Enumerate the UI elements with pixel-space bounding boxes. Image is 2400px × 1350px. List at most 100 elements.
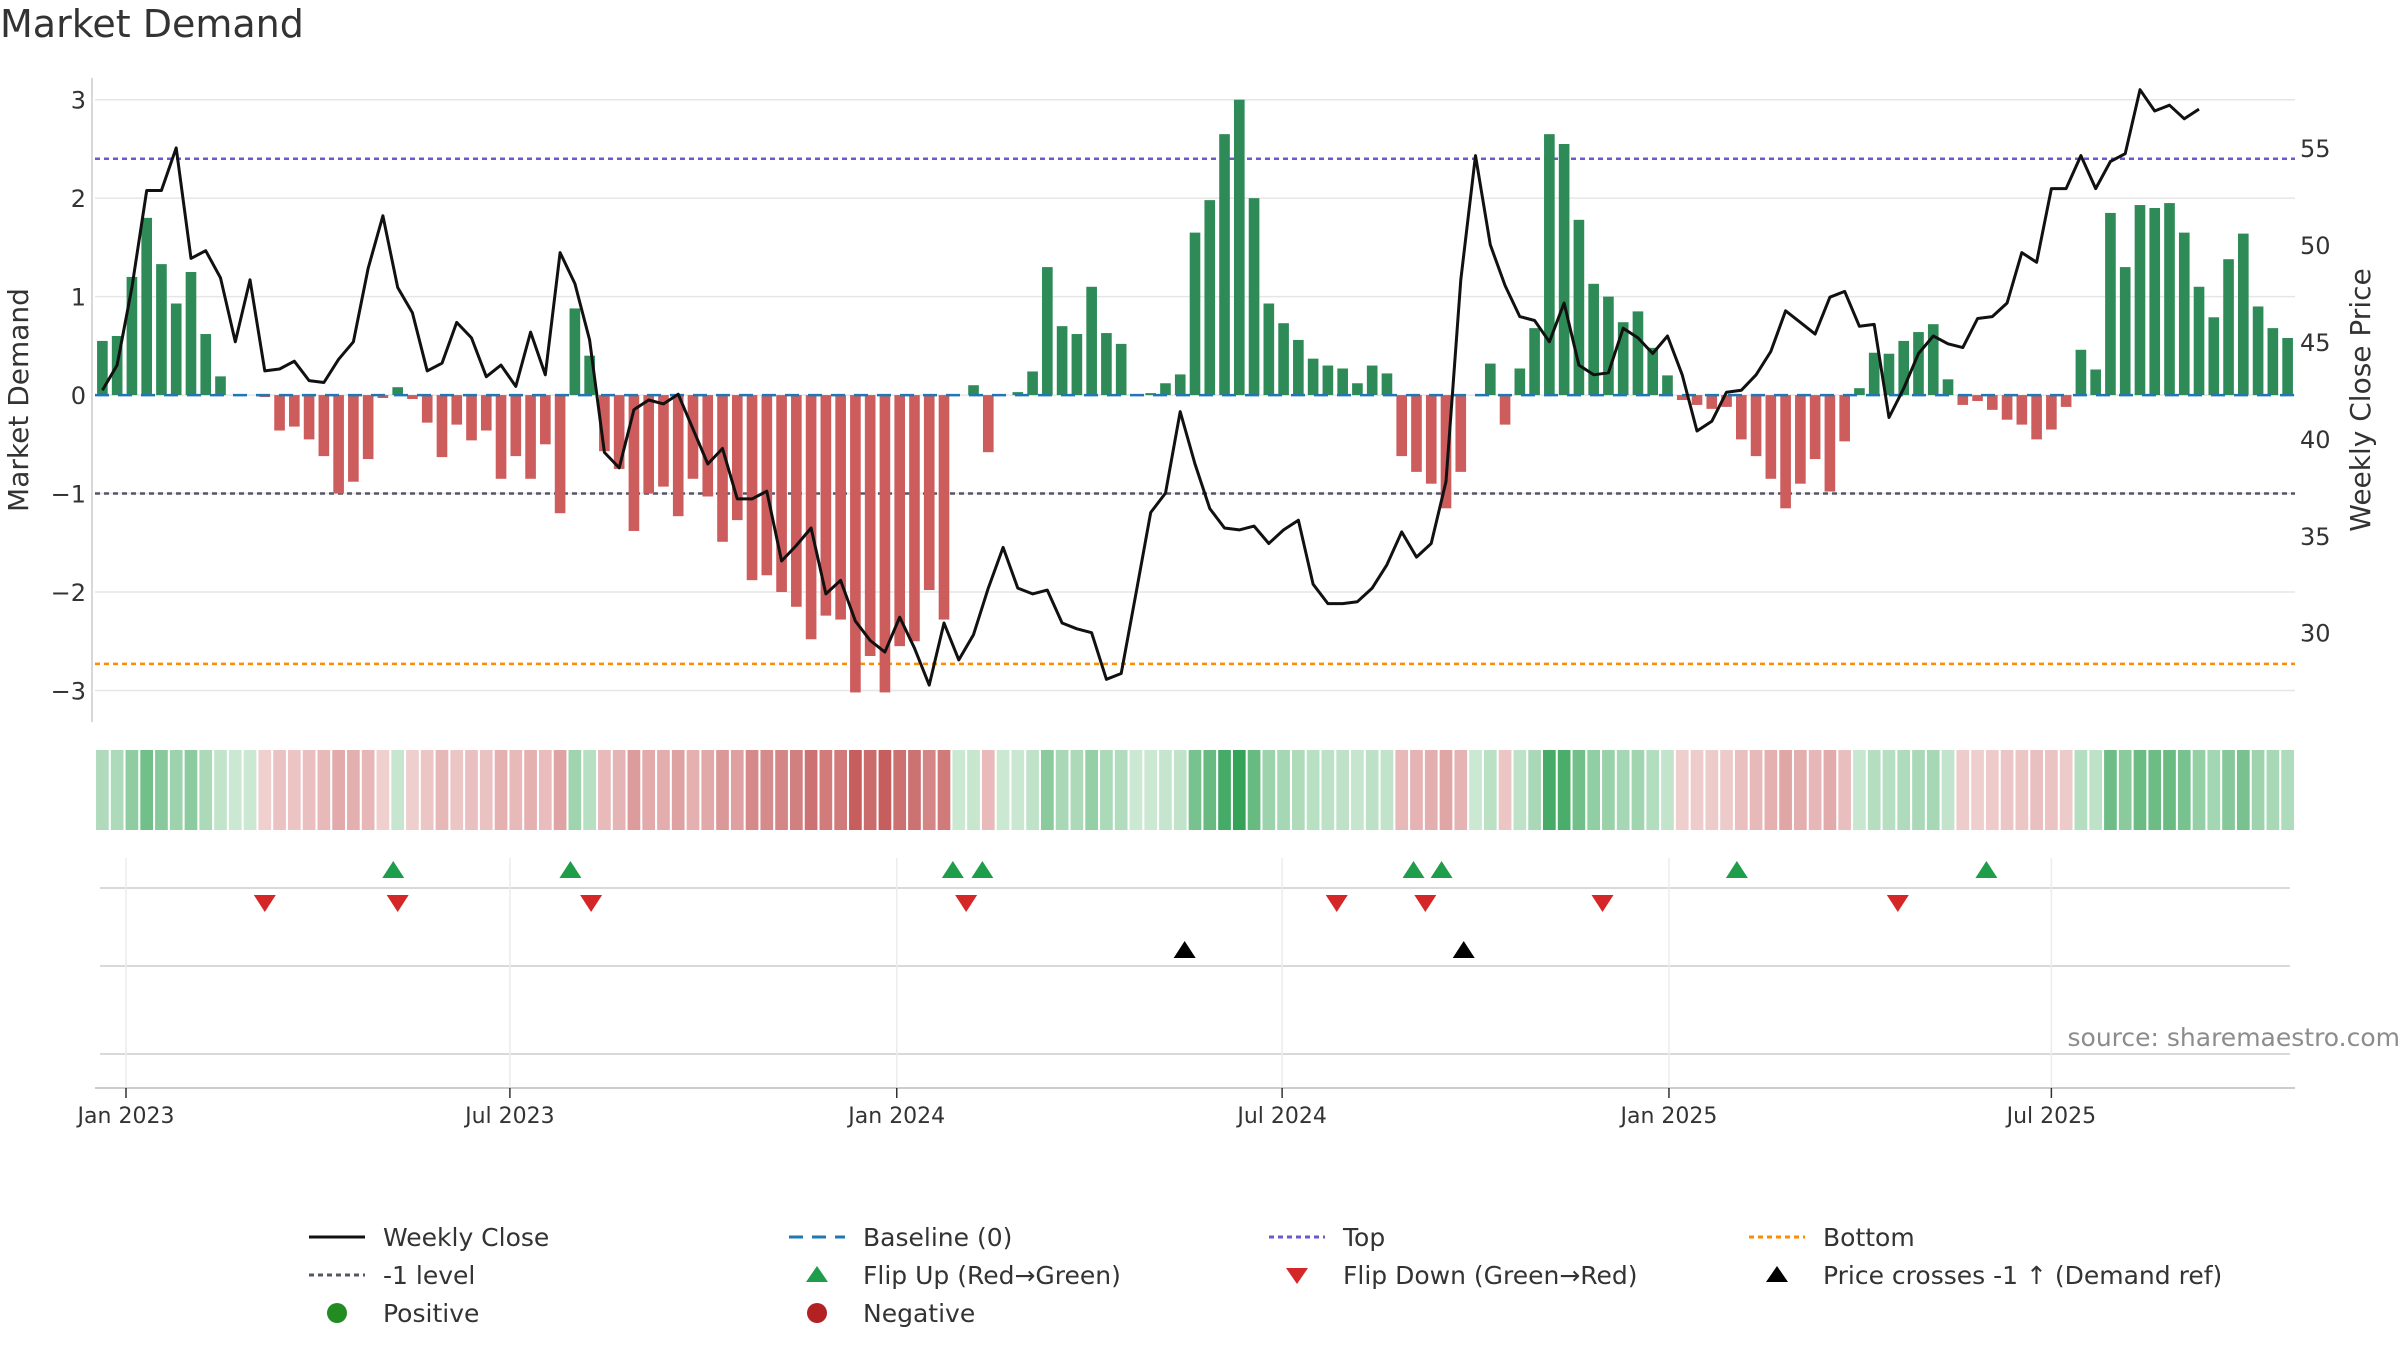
demand-bar bbox=[2164, 203, 2175, 396]
strip-cell bbox=[2266, 750, 2280, 830]
strip-cell bbox=[302, 750, 316, 830]
demand-bar bbox=[717, 395, 728, 542]
weekly-close-series bbox=[101, 88, 2200, 687]
demand-bar bbox=[1145, 393, 1157, 396]
strip-cell bbox=[1675, 750, 1689, 830]
legend-item-positive: Positive bbox=[305, 1296, 479, 1330]
strip-cell bbox=[2251, 750, 2265, 830]
strip-cell bbox=[1410, 750, 1423, 830]
legend-positive-label: Positive bbox=[383, 1298, 480, 1328]
legend-negative-label: Negative bbox=[863, 1298, 976, 1328]
demand-bar bbox=[658, 395, 669, 487]
strip-cell bbox=[1720, 750, 1733, 830]
strip-cell bbox=[2045, 750, 2058, 830]
y2-tick-label: 30 bbox=[2300, 620, 2331, 648]
demand-bar bbox=[894, 395, 906, 647]
strip-cell bbox=[140, 750, 154, 830]
demand-bar bbox=[392, 387, 403, 396]
strip-cell bbox=[745, 750, 759, 830]
flip-up-marker bbox=[971, 861, 994, 878]
strip-cell bbox=[406, 750, 419, 830]
y2-tick-label: 50 bbox=[2300, 232, 2331, 260]
strip-cell bbox=[199, 750, 213, 830]
flip-down-marker bbox=[1591, 895, 1614, 912]
strip-cell bbox=[1321, 750, 1335, 830]
strip-cell bbox=[671, 750, 685, 830]
strip-cell bbox=[598, 750, 611, 830]
strip-cell bbox=[1985, 750, 1999, 830]
strip-cell bbox=[996, 750, 1010, 830]
demand-bar bbox=[170, 303, 182, 396]
strip-cell bbox=[1867, 750, 1881, 830]
x-tick-label: Jan 2023 bbox=[76, 1104, 175, 1129]
y2-tick-label: 55 bbox=[2300, 135, 2331, 163]
strip-cell bbox=[2118, 750, 2132, 830]
demand-bar bbox=[525, 395, 536, 479]
strip-cell bbox=[1912, 750, 1925, 830]
strip-cell bbox=[376, 750, 390, 830]
strip-cell bbox=[361, 750, 375, 830]
demand-bar bbox=[185, 272, 197, 396]
demand-bar bbox=[835, 395, 846, 620]
strip-cell bbox=[347, 750, 360, 830]
demand-bar bbox=[1927, 324, 1939, 396]
strip-cell bbox=[967, 750, 980, 830]
demand-bar bbox=[1691, 395, 1703, 405]
legend-minus1-label: -1 level bbox=[383, 1260, 476, 1290]
strip-cell bbox=[1661, 750, 1674, 830]
strip-cell bbox=[1055, 750, 1069, 830]
flip-markers bbox=[100, 861, 2290, 1055]
legend-flip-down-label: Flip Down (Green→Red) bbox=[1343, 1260, 1638, 1290]
legend-item-bottom: Bottom bbox=[1745, 1220, 1915, 1254]
demand-bar bbox=[746, 395, 758, 581]
strip-cell bbox=[1218, 750, 1231, 830]
strip-cell bbox=[1794, 750, 1807, 830]
demand-bar bbox=[731, 395, 743, 521]
flip-up-marker bbox=[941, 861, 964, 878]
strip-cell bbox=[553, 750, 567, 830]
strip-cell bbox=[863, 750, 877, 830]
strip-cell bbox=[1351, 750, 1364, 830]
strip-cell bbox=[228, 750, 242, 830]
demand-bar bbox=[1248, 198, 1260, 396]
demand-bar bbox=[909, 395, 920, 642]
demand-bar bbox=[1854, 388, 1865, 396]
x-tick-label: Jan 2025 bbox=[1619, 1104, 1718, 1129]
flip-down-marker bbox=[253, 895, 276, 912]
demand-bar bbox=[333, 395, 344, 494]
legend-cross-label: Price crosses -1 ↑ (Demand ref) bbox=[1823, 1260, 2223, 1290]
demand-bar bbox=[938, 395, 950, 620]
strip-cell bbox=[2089, 750, 2103, 830]
demand-bar bbox=[1440, 395, 1452, 509]
date-axis: Jan 2023 Jul 2023 Jan 2024 Jul 2024 Jan 2025… bbox=[76, 858, 2295, 1129]
legend-baseline-swatch bbox=[789, 1235, 845, 1239]
y-axis-label: Market Demand bbox=[2, 288, 35, 512]
strip-cell bbox=[2015, 750, 2029, 830]
strip-cell bbox=[1764, 750, 1778, 830]
demand-bar bbox=[377, 395, 389, 399]
strip-cell bbox=[834, 750, 847, 830]
demand-bar bbox=[1676, 395, 1688, 400]
strip-cell bbox=[1823, 750, 1837, 830]
strip-cell bbox=[1882, 750, 1896, 830]
demand-bar bbox=[156, 264, 167, 396]
flip-up-marker bbox=[1402, 861, 1425, 878]
strip-cell bbox=[583, 750, 596, 830]
demand-bar bbox=[599, 395, 610, 452]
strip-cell bbox=[2104, 750, 2117, 830]
demand-bar bbox=[1233, 99, 1245, 396]
demand-bar bbox=[2134, 205, 2146, 396]
demand-bar bbox=[1115, 343, 1127, 396]
strip-cell bbox=[1572, 750, 1586, 830]
price-cross-marker bbox=[1452, 941, 1475, 958]
demand-bar bbox=[2105, 212, 2116, 396]
demand-bar bbox=[1735, 395, 1747, 440]
strip-cell bbox=[509, 750, 523, 830]
demand-bar bbox=[1499, 395, 1511, 425]
demand-bar bbox=[348, 395, 359, 482]
demand-bar bbox=[1529, 328, 1540, 396]
y2-axis-label: Weekly Close Price bbox=[2344, 268, 2377, 531]
strip-cell bbox=[612, 750, 626, 830]
strip-cell bbox=[819, 750, 833, 830]
strip-cell bbox=[1853, 750, 1866, 830]
